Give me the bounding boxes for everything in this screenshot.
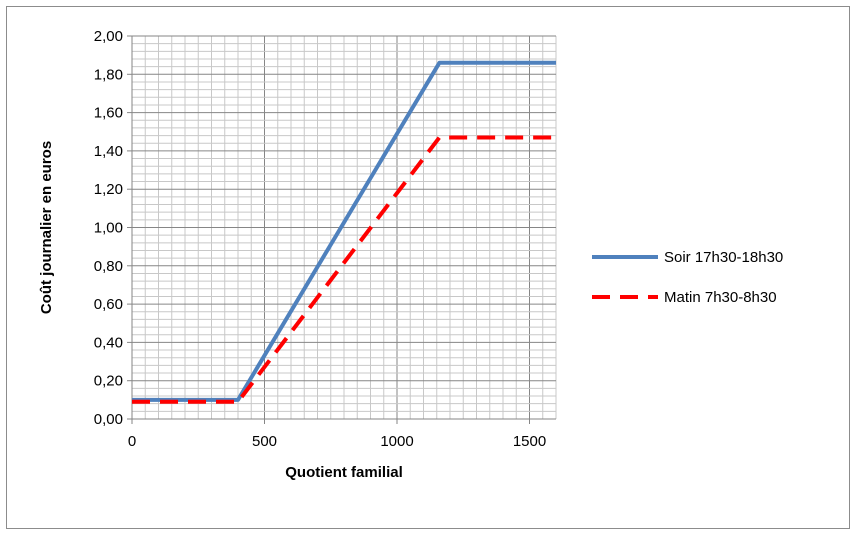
y-tick-label: 0,80 [94, 258, 123, 275]
y-tick-label: 0,00 [94, 411, 123, 428]
series-lines [132, 60, 556, 404]
x-tick-label: 500 [252, 433, 277, 450]
y-tick-label: 1,60 [94, 105, 123, 122]
x-tick-label: 1000 [380, 433, 413, 450]
y-tick-label: 0,40 [94, 334, 123, 351]
legend-label-soir: Soir 17h30-18h30 [664, 249, 783, 266]
y-tick-label: 0,60 [94, 296, 123, 313]
y-tick-label: 2,00 [94, 28, 123, 45]
legend: Soir 17h30-18h30 Matin 7h30-8h30 [592, 249, 783, 306]
gridlines [131, 35, 557, 420]
y-axis-title: Coût journalier en euros [38, 141, 55, 314]
y-tick-label: 1,20 [94, 181, 123, 198]
axes [127, 35, 556, 424]
y-tick-label: 1,40 [94, 143, 123, 160]
series-line-soir [132, 60, 556, 402]
chart-frame: 0,00 0,20 0,40 0,60 0,80 1,00 1,20 1,40 1,60 1,80… [6, 6, 850, 529]
y-tick-label: 1,00 [94, 220, 123, 237]
y-tick-label: 0,20 [94, 373, 123, 390]
y-tick-label: 1,80 [94, 66, 123, 83]
legend-label-matin: Matin 7h30-8h30 [664, 289, 777, 306]
x-tick-label: 1500 [513, 433, 546, 450]
x-tick-label: 0 [128, 433, 136, 450]
line-chart: 0,00 0,20 0,40 0,60 0,80 1,00 1,20 1,40 1,60 1,80… [38, 28, 783, 481]
tick-labels: 0,00 0,20 0,40 0,60 0,80 1,00 1,20 1,40 1,60 1,80… [94, 28, 546, 450]
x-axis-title: Quotient familial [285, 464, 403, 481]
